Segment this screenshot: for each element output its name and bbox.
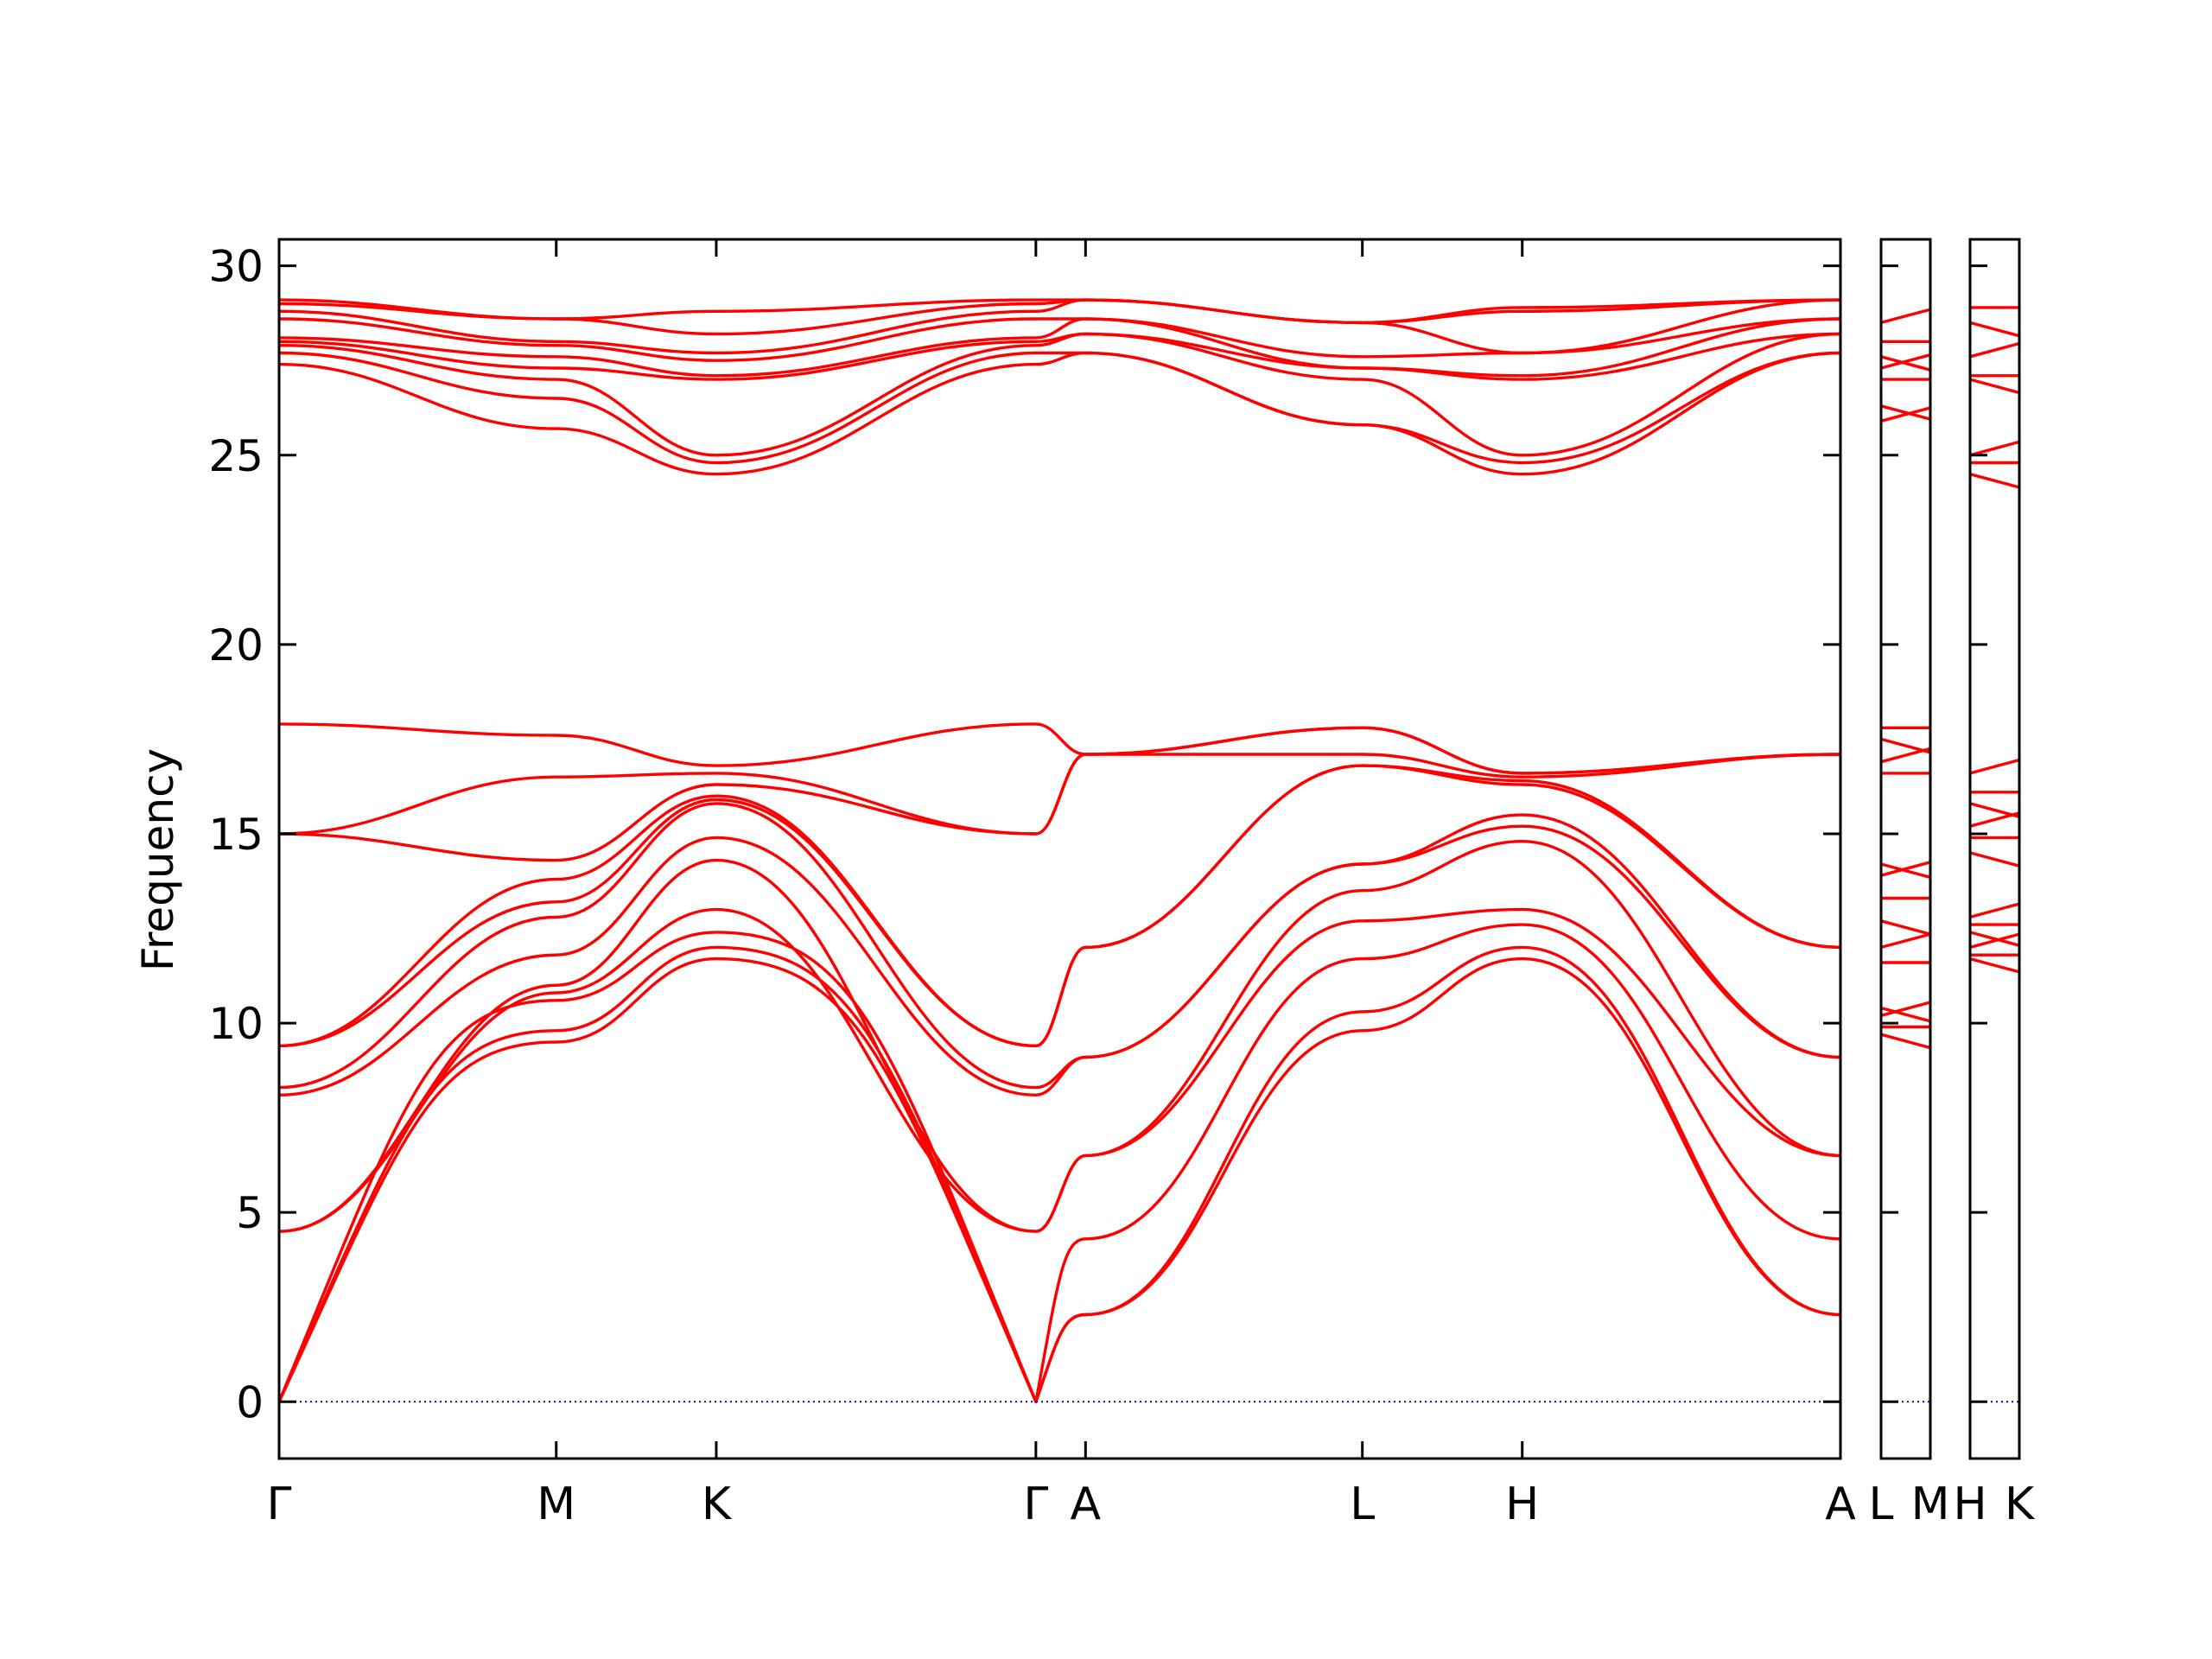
panel2-band-line <box>1880 737 1931 754</box>
panel3-band-line <box>1969 957 2020 974</box>
panel3-band-line <box>1969 321 2020 338</box>
x-tick-label: H <box>1953 1478 1986 1530</box>
x-tick-label: K <box>702 1478 733 1530</box>
x-tick-label: H <box>1505 1478 1539 1530</box>
axes-frame-panel-2 <box>1879 238 1932 1460</box>
x-tick-label: K <box>2005 1478 2036 1530</box>
panel3-band-line <box>1969 802 2020 818</box>
band-line-low-2 <box>277 923 1841 1403</box>
band-line-high-1 <box>278 351 1841 465</box>
panel2-band-line <box>1880 919 1931 936</box>
panel2-band-line <box>1880 861 1931 877</box>
band-line-high-3 <box>278 332 1841 381</box>
x-tick-label: M <box>537 1478 575 1530</box>
panel3-band-line <box>1969 902 2020 919</box>
band-line-low-8 <box>278 764 1841 1048</box>
panel3-band-line <box>1969 811 2020 828</box>
band-line-high-6 <box>278 298 1841 355</box>
band-line-low-6 <box>278 802 1841 1090</box>
panel3-band-line <box>1969 378 2020 395</box>
y-tick-label: 10 <box>208 999 264 1049</box>
y-tick-label: 30 <box>208 242 264 292</box>
y-tick-label: 15 <box>208 810 264 860</box>
axes-frame-panel-1 <box>277 238 1842 1460</box>
band-line-high-0 <box>278 351 1841 476</box>
panel2-band-line <box>1880 308 1931 325</box>
y-tick-label: 25 <box>208 431 264 481</box>
band-line-high-4 <box>278 317 1841 378</box>
panel2-band-line <box>1880 932 1931 950</box>
band-line-low-4 <box>278 840 1841 1233</box>
x-tick-label: Γ <box>267 1478 292 1530</box>
panel2-band-line <box>1880 406 1931 423</box>
panel3-band-line <box>1969 851 2020 868</box>
x-tick-label: M <box>1911 1478 1950 1530</box>
bands-layer <box>277 298 2020 1403</box>
band-line-low-11 <box>278 722 1841 775</box>
band-line-low-5 <box>278 824 1841 1096</box>
panel2-band-line <box>1880 1001 1931 1017</box>
axes-layer <box>277 238 2021 1460</box>
panel2-band-line <box>1880 404 1931 421</box>
panel3-band-line <box>1969 341 2020 359</box>
band-line-high-8 <box>278 298 1841 325</box>
panel2-band-line <box>1880 1033 1931 1050</box>
x-tick-label: A <box>1825 1478 1856 1530</box>
panel2-band-line <box>1880 747 1931 764</box>
x-tick-label: A <box>1071 1478 1102 1530</box>
y-tick-label: 5 <box>236 1188 264 1238</box>
band-line-high-2 <box>278 332 1841 457</box>
panel2-band-line <box>1880 353 1931 370</box>
axes-frame-panel-3 <box>1968 238 2021 1460</box>
ticks-layer <box>277 239 2021 1459</box>
y-tick-label: 20 <box>208 620 264 671</box>
y-tick-label: 0 <box>236 1377 264 1427</box>
panel3-band-line <box>1969 473 2020 489</box>
panel2-band-line <box>1880 1006 1931 1023</box>
panel2-band-line <box>1880 862 1931 880</box>
panel3-band-line <box>1969 932 2020 950</box>
x-tick-label: L <box>1350 1478 1375 1530</box>
x-tick-label: Γ <box>1023 1478 1048 1530</box>
panel3-band-line <box>1969 931 2020 947</box>
y-axis-label: Frequency <box>133 748 183 971</box>
panel2-band-line <box>1880 355 1931 372</box>
band-line-low-1 <box>277 945 1841 1403</box>
panel3-band-line <box>1969 758 2020 775</box>
x-tick-label: L <box>1869 1478 1894 1530</box>
